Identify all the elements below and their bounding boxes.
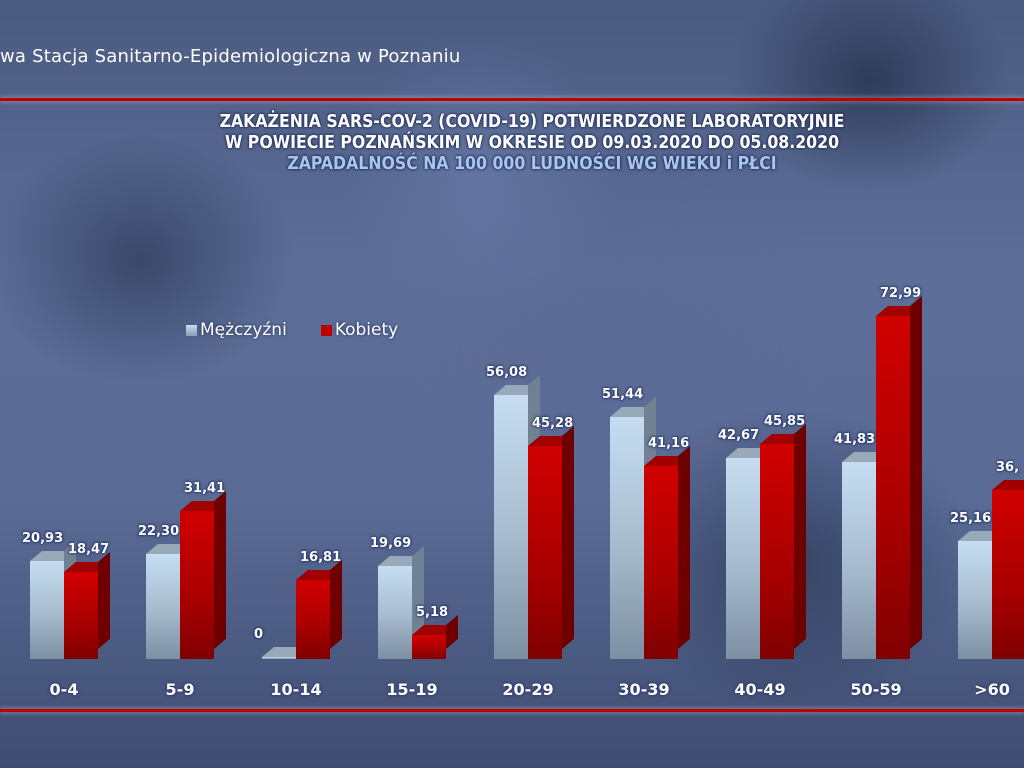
category-label-7: 50-59 xyxy=(850,680,902,699)
bar-women-2 xyxy=(296,559,342,659)
bar-women-4 xyxy=(528,425,574,659)
category-label-5: 30-39 xyxy=(618,680,670,699)
bar-men-3 xyxy=(378,545,424,659)
bar-women-0 xyxy=(64,551,110,659)
bar-women-3 xyxy=(412,614,458,659)
chart-title-block: ZAKAŻENIA SARS-COV-2 (COVID-19) POTWIERD… xyxy=(0,112,1024,175)
value-label-men-4: 56,08 xyxy=(486,365,528,380)
category-label-4: 20-29 xyxy=(502,680,554,699)
chart-title-line1: ZAKAŻENIA SARS-COV-2 (COVID-19) POTWIERD… xyxy=(219,112,845,132)
bar-men-6 xyxy=(726,437,772,659)
value-label-women-3: 5,18 xyxy=(416,605,449,620)
chart-title-line2: W POWIECIE POZNAŃSKIM W OKRESIE OD 09.03… xyxy=(224,133,840,153)
value-label-men-6: 42,67 xyxy=(718,428,760,443)
top-divider xyxy=(0,98,1024,101)
value-label-men-8: 25,16 xyxy=(950,511,992,526)
value-label-women-0: 18,47 xyxy=(68,542,110,557)
bar-men-4 xyxy=(494,374,540,659)
bar-women-7 xyxy=(876,295,922,659)
legend-item-men: Mężczyźni xyxy=(186,320,287,340)
chart-subtitle: ZAPADALNOŚĆ NA 100 000 LUDNOŚCI WG WIEKU… xyxy=(287,154,777,174)
value-label-women-5: 41,16 xyxy=(648,436,690,451)
bar-women-1 xyxy=(180,490,226,659)
category-label-8: >60 xyxy=(974,680,1010,699)
value-label-women-8: 36, xyxy=(996,460,1020,475)
organization-name: wa Stacja Sanitarno-Epidemiologiczna w P… xyxy=(0,46,461,67)
bar-men-5 xyxy=(610,396,656,659)
legend-label-women: Kobiety xyxy=(334,320,399,340)
legend-item-women: Kobiety xyxy=(320,320,399,340)
value-label-men-2: 0 xyxy=(254,627,264,642)
bar-men-2 xyxy=(262,636,308,659)
category-label-2: 10-14 xyxy=(270,680,322,699)
value-label-men-7: 41,83 xyxy=(834,432,876,447)
category-label-0: 0-4 xyxy=(49,680,79,699)
bar-women-5 xyxy=(644,445,690,659)
category-label-6: 40-49 xyxy=(734,680,786,699)
bar-women-8 xyxy=(992,480,1024,659)
bottom-divider xyxy=(0,709,1024,712)
value-label-women-4: 45,28 xyxy=(532,416,574,431)
bar-men-7 xyxy=(842,441,888,659)
value-label-men-1: 22,30 xyxy=(138,524,180,539)
bar-men-1 xyxy=(146,533,192,659)
bar-women-6 xyxy=(760,423,806,659)
bar-men-0 xyxy=(30,540,76,659)
category-label-3: 15-19 xyxy=(386,680,438,699)
bar-men-8 xyxy=(958,520,1004,659)
legend-swatch-men xyxy=(186,324,197,336)
category-label-1: 5-9 xyxy=(165,680,195,699)
legend-label-men: Mężczyźni xyxy=(200,320,287,340)
legend: Mężczyźni Kobiety xyxy=(186,320,398,340)
value-label-men-0: 20,93 xyxy=(22,531,64,546)
legend-swatch-women xyxy=(320,324,332,336)
value-label-women-2: 16,81 xyxy=(300,550,342,565)
value-label-men-5: 51,44 xyxy=(602,387,644,402)
value-label-women-1: 31,41 xyxy=(184,481,226,496)
value-label-women-6: 45,85 xyxy=(764,414,806,429)
value-label-men-3: 19,69 xyxy=(370,536,412,551)
value-label-women-7: 72,99 xyxy=(880,286,922,301)
